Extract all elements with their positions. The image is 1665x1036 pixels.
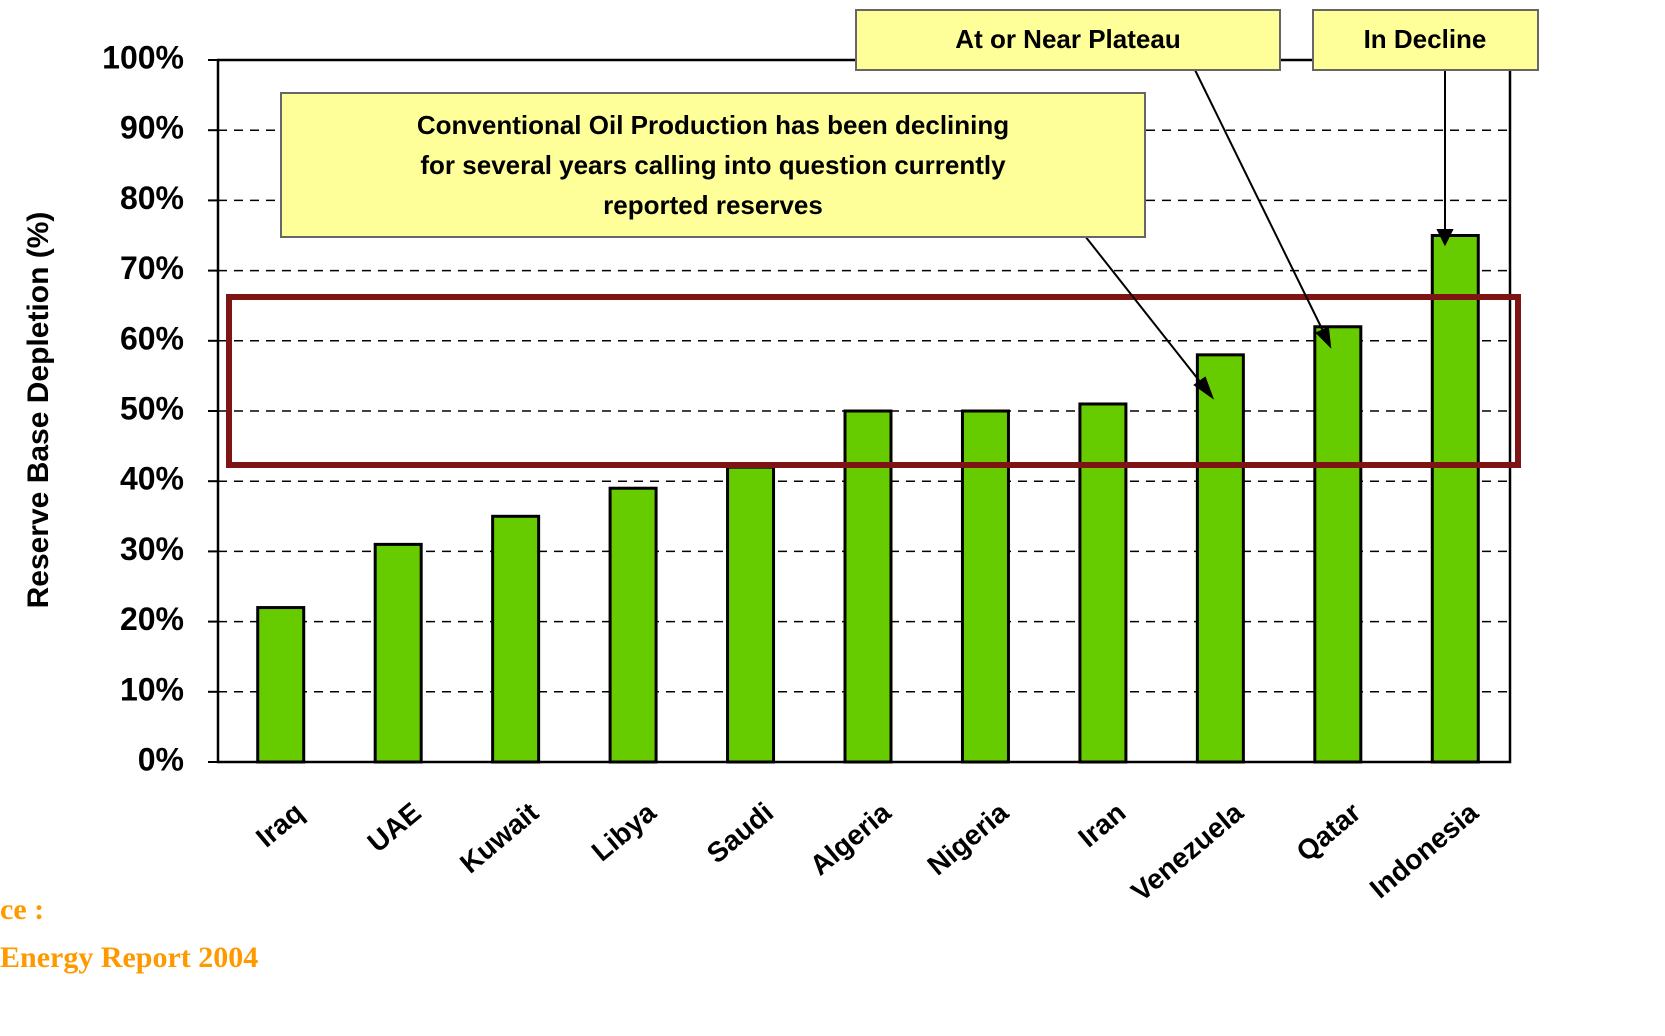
x-tick-label: Nigeria bbox=[921, 796, 1014, 881]
annotation-box bbox=[1312, 9, 1539, 71]
bar bbox=[1078, 402, 1128, 764]
bar bbox=[1313, 325, 1363, 764]
annotation: reported reserves bbox=[603, 190, 823, 220]
annotation-box bbox=[280, 92, 1146, 238]
x-tick-label: Venezuela bbox=[1125, 796, 1249, 907]
y-tick-label: 90% bbox=[120, 110, 184, 146]
arrows bbox=[1084, 69, 1454, 400]
x-tick-label: UAE bbox=[362, 797, 427, 859]
x-tick-label: Qatar bbox=[1290, 796, 1366, 867]
x-tick-label: Iran bbox=[1072, 797, 1131, 854]
annotation: Conventional Oil Production has been dec… bbox=[417, 110, 1009, 140]
source: Energy Report 2004 bbox=[0, 941, 258, 974]
y-tick-label: 40% bbox=[120, 461, 184, 497]
bar bbox=[256, 606, 306, 764]
annotation: At or Near Plateau bbox=[955, 24, 1180, 54]
y-tick-label: 80% bbox=[120, 180, 184, 216]
y-tick-label: 30% bbox=[120, 531, 184, 567]
y-tick-label: 100% bbox=[102, 39, 184, 75]
y-tick-label: 70% bbox=[120, 250, 184, 286]
x-tick-label: Kuwait bbox=[454, 797, 544, 880]
bar bbox=[373, 542, 423, 764]
annotation: for several years calling into question … bbox=[420, 150, 1006, 180]
bar bbox=[491, 514, 541, 764]
y-tick-label: 0% bbox=[138, 741, 184, 777]
bar bbox=[960, 409, 1010, 764]
bar bbox=[726, 465, 776, 764]
x-tick-label: Indonesia bbox=[1364, 796, 1484, 904]
x-tick-label: Iraq bbox=[250, 797, 309, 854]
highlight-box bbox=[226, 294, 1521, 468]
bar bbox=[843, 409, 893, 764]
y-tick-label: 10% bbox=[120, 671, 184, 707]
y-tick-label: 20% bbox=[120, 601, 184, 637]
annotation: In Decline bbox=[1364, 24, 1487, 54]
y-tick-label: 60% bbox=[120, 320, 184, 356]
y-tick-label: 50% bbox=[120, 390, 184, 426]
x-tick-label: Libya bbox=[586, 796, 662, 867]
x-tick-label: Algeria bbox=[804, 796, 897, 881]
annotation-box bbox=[855, 9, 1281, 71]
bar bbox=[1430, 234, 1480, 764]
x-tick-label: Saudi bbox=[701, 797, 779, 870]
source: ce : bbox=[0, 893, 44, 926]
bar bbox=[1195, 353, 1245, 764]
bar bbox=[608, 486, 658, 764]
y-axis-title: Reserve Base Depletion (%) bbox=[22, 212, 55, 609]
